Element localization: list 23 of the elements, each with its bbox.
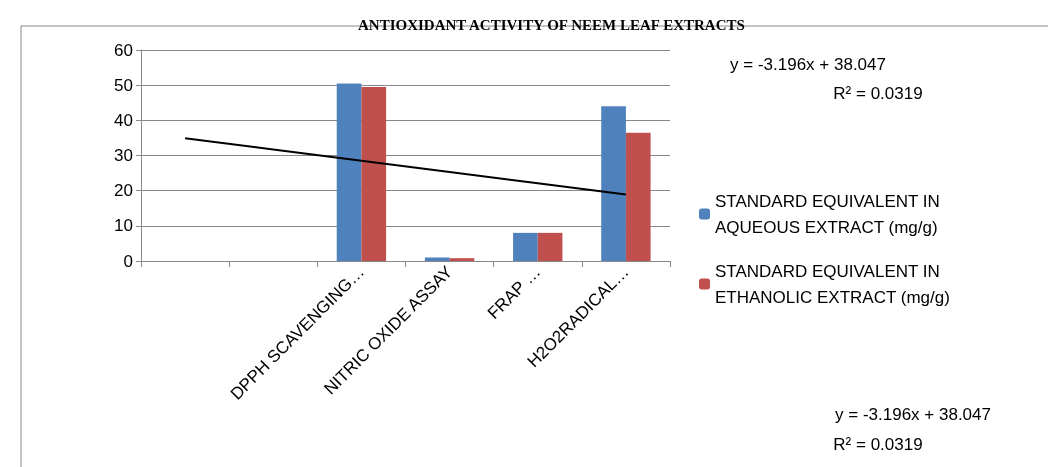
legend-label: STANDARD EQUIVALENT IN ETHANOLIC EXTRACT (mg/g) — [715, 261, 950, 307]
y-tick-label: 30 — [114, 146, 133, 165]
y-tick-label: 20 — [114, 181, 133, 201]
chart-title: ANTIOXIDANT ACTIVITY OF NEEM LEAF EXTRACTS — [358, 16, 745, 33]
legend-label: STANDARD EQUIVALENT IN AQUEOUS EXTRACT (mg/g) — [715, 191, 940, 237]
y-tick-label: 60 — [114, 40, 133, 60]
text: y = -3.196x + 38.047 — [835, 405, 991, 424]
line-series — [184, 137, 627, 196]
y-tick-label: 10 — [114, 216, 133, 236]
bar — [361, 86, 387, 261]
bar — [625, 132, 651, 261]
bar — [336, 83, 362, 261]
text: y = -3.196x + 38.047 — [730, 55, 886, 74]
bar — [449, 258, 475, 261]
y-tick-label: 40 — [114, 110, 133, 130]
bar — [424, 257, 450, 261]
y-tick-label: 50 — [114, 75, 133, 95]
text: R² = 0.0319 — [833, 84, 923, 103]
text: R² = 0.0319 — [833, 435, 923, 454]
bar — [601, 106, 626, 261]
bar — [537, 232, 563, 261]
y-tick-label: 0 — [123, 251, 133, 271]
bar — [513, 232, 538, 261]
